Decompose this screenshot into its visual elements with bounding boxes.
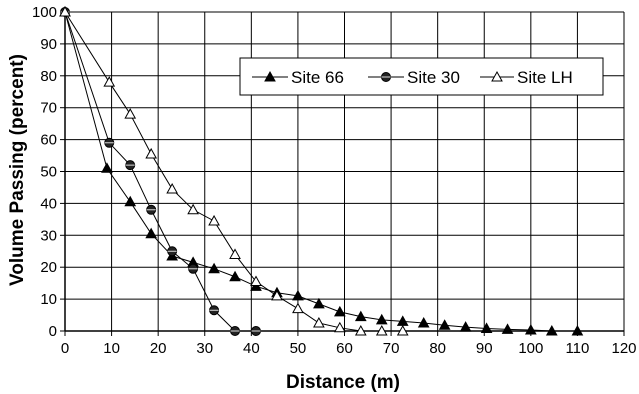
y-tick-label: 100 bbox=[32, 4, 57, 21]
data-point bbox=[545, 324, 558, 336]
data-point bbox=[166, 183, 178, 194]
y-tick-label: 30 bbox=[40, 227, 57, 244]
y-tick-label: 80 bbox=[40, 68, 57, 85]
legend-box bbox=[239, 57, 604, 96]
data-point bbox=[167, 246, 178, 257]
data-point bbox=[417, 316, 430, 328]
data-point bbox=[375, 324, 388, 336]
data-point bbox=[59, 5, 71, 17]
legend: Site 66 Site 30 Site LH bbox=[239, 57, 604, 96]
data-point bbox=[313, 316, 325, 328]
legend-item: Site LH bbox=[480, 68, 573, 87]
data-point bbox=[333, 305, 346, 317]
y-tick-label: 10 bbox=[40, 291, 57, 308]
legend-item: Site 66 bbox=[252, 68, 344, 87]
data-point bbox=[229, 248, 241, 259]
y-tick-label: 70 bbox=[40, 100, 57, 117]
data-point bbox=[524, 324, 537, 335]
data-point bbox=[571, 324, 584, 336]
data-point bbox=[396, 324, 409, 336]
data-point bbox=[271, 289, 283, 301]
x-tick-label: 20 bbox=[150, 340, 167, 357]
data-point bbox=[292, 289, 304, 301]
data-point bbox=[375, 313, 388, 325]
x-tick-label: 30 bbox=[196, 340, 213, 357]
y-axis-title: Volume Passing (percent) bbox=[7, 54, 28, 286]
x-tick-label: 10 bbox=[103, 340, 120, 357]
data-point bbox=[250, 326, 261, 336]
data-point bbox=[146, 204, 157, 215]
data-point bbox=[333, 321, 346, 333]
data-point bbox=[250, 275, 262, 287]
legend-marker bbox=[381, 72, 391, 82]
y-tick-label: 60 bbox=[40, 132, 57, 149]
x-tick-label: 80 bbox=[429, 340, 446, 357]
data-point bbox=[354, 324, 367, 336]
x-tick-label: 60 bbox=[336, 340, 353, 357]
data-point bbox=[104, 137, 115, 148]
legend-marker bbox=[491, 70, 503, 82]
x-tick-label: 100 bbox=[518, 340, 543, 357]
x-axis-title: Distance (m) bbox=[286, 372, 400, 393]
data-point bbox=[354, 310, 367, 322]
data-point bbox=[124, 195, 137, 207]
data-point bbox=[501, 323, 514, 334]
data-point bbox=[124, 108, 137, 119]
x-tick-labels: 0 10 20 30 40 50 60 70 80 90 100 110 120 bbox=[61, 340, 637, 357]
x-tick-label: 90 bbox=[476, 340, 493, 357]
y-tick-label: 50 bbox=[40, 164, 57, 181]
data-point bbox=[188, 263, 199, 274]
series-group bbox=[59, 5, 584, 336]
data-point bbox=[145, 227, 158, 239]
data-point bbox=[480, 322, 493, 333]
data-point bbox=[230, 326, 241, 336]
legend-label: Site LH bbox=[517, 68, 573, 87]
legend-item: Site 30 bbox=[368, 68, 460, 87]
data-point bbox=[209, 305, 220, 316]
y-tick-label: 0 bbox=[49, 323, 57, 340]
series-site-lh bbox=[59, 5, 409, 336]
y-tick-label: 20 bbox=[40, 259, 57, 276]
x-tick-label: 0 bbox=[61, 340, 69, 357]
data-point bbox=[292, 302, 304, 314]
y-tick-label: 90 bbox=[40, 36, 57, 53]
x-tick-label: 120 bbox=[611, 340, 636, 357]
x-tick-label: 40 bbox=[243, 340, 260, 357]
data-point bbox=[101, 162, 113, 173]
data-point bbox=[125, 160, 136, 171]
data-point bbox=[313, 297, 325, 309]
data-point bbox=[438, 319, 451, 330]
data-point bbox=[187, 203, 199, 215]
legend-label: Site 30 bbox=[407, 68, 460, 87]
data-point bbox=[208, 262, 220, 274]
y-tick-label: 40 bbox=[40, 195, 57, 212]
series-line bbox=[64, 11, 403, 332]
y-tick-labels: 0 10 20 30 40 50 60 70 80 90 100 bbox=[32, 4, 57, 340]
x-tick-label: 110 bbox=[565, 340, 589, 357]
x-tick-label: 70 bbox=[383, 340, 400, 357]
data-point bbox=[145, 147, 158, 159]
x-tick-label: 50 bbox=[290, 340, 307, 357]
data-point bbox=[103, 76, 116, 87]
data-point bbox=[229, 270, 241, 282]
data-point bbox=[459, 321, 472, 332]
legend-marker bbox=[264, 70, 276, 82]
data-point bbox=[208, 214, 220, 226]
legend-label: Site 66 bbox=[291, 68, 344, 87]
